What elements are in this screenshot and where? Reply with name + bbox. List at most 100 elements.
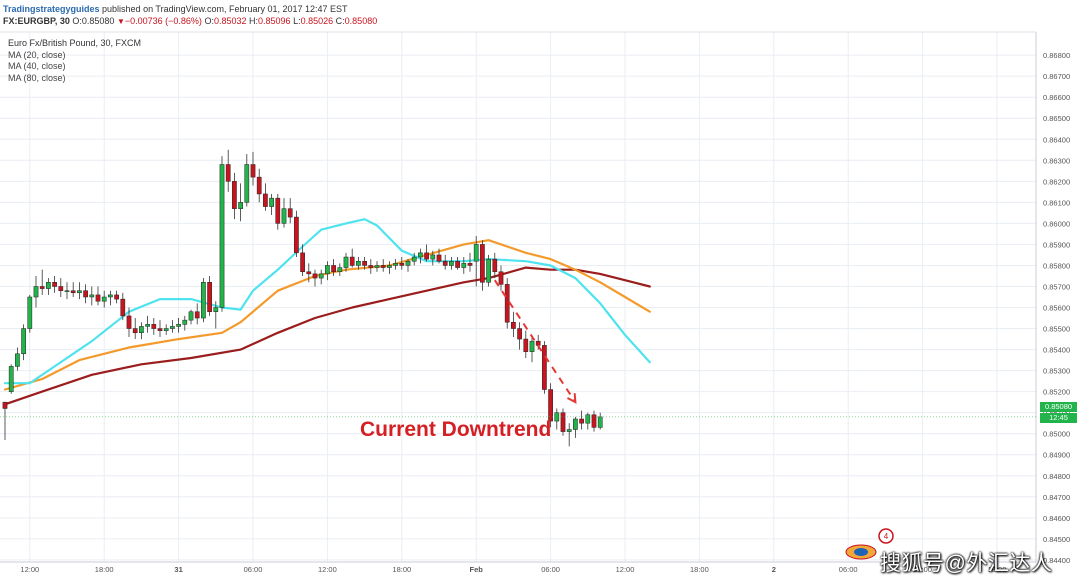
candle-body: [467, 263, 473, 266]
watermark-text: 搜狐号@外汇达人: [880, 552, 1053, 575]
y-tick-label: 0.85500: [1043, 325, 1070, 334]
candle-body: [486, 258, 491, 283]
x-tick-label: 18:00: [988, 565, 1007, 574]
candle-body: [300, 252, 305, 273]
candle-body: [201, 282, 206, 319]
x-tick-label: 06:00: [541, 565, 560, 574]
candle-body: [213, 307, 219, 312]
y-tick-label: 0.85000: [1043, 430, 1070, 439]
candle-body: [591, 414, 597, 428]
countdown-badge: 12:45: [1040, 413, 1077, 423]
candle-body: [89, 294, 95, 298]
y-tick-label: 0.85300: [1043, 367, 1070, 376]
candle-body: [132, 328, 138, 334]
candle-body: [368, 265, 374, 268]
candle-body: [480, 244, 485, 283]
candle-body: [15, 353, 20, 367]
candle-body: [194, 311, 200, 319]
x-tick-label: 18:00: [690, 565, 709, 574]
y-tick-label: 0.85200: [1043, 388, 1070, 397]
quote-line: FX:EURGBP, 30 O:0.85080 ▼−0.00736 (−0.86…: [3, 16, 377, 26]
candle-body: [560, 412, 566, 432]
candle-body: [281, 208, 287, 224]
y-tick-label: 0.85800: [1043, 261, 1070, 270]
candle-body: [523, 338, 529, 352]
downtrend-arrow-head-icon: [566, 393, 577, 404]
candles: [2, 149, 603, 447]
y-tick-label: 0.85400: [1043, 346, 1070, 355]
candle-body: [238, 202, 243, 209]
candle-body: [498, 271, 504, 285]
ma40-line: [3, 239, 651, 391]
candle-body: [269, 197, 274, 207]
downtrend-annotation: Current Downtrend: [360, 418, 552, 441]
candle-body: [529, 340, 535, 352]
candle-body: [275, 197, 281, 224]
candle-body: [356, 260, 361, 266]
candle-body: [157, 328, 163, 331]
candle-body: [449, 260, 454, 266]
candle-body: [535, 340, 541, 346]
legend-ma40[interactable]: MA (40, close): [8, 61, 66, 71]
candle-body: [436, 254, 442, 262]
y-tick-label: 0.84700: [1043, 493, 1070, 502]
legend-ma20[interactable]: MA (20, close): [8, 49, 66, 60]
x-tick-label: 12:00: [616, 565, 635, 574]
close-value: 0.85080: [344, 16, 378, 26]
candle-body: [504, 284, 510, 323]
symbol-label: FX:EURGBP, 30: [3, 16, 70, 26]
high-value: 0.85096: [258, 16, 291, 26]
publisher-brand[interactable]: Tradingstrategyguides: [3, 4, 100, 14]
y-tick-label: 0.86300: [1043, 156, 1070, 165]
close-label: C:: [335, 16, 345, 26]
y-tick-label: 0.86200: [1043, 177, 1070, 186]
candle-body: [39, 286, 45, 289]
candle-body: [517, 328, 522, 340]
down-arrow-icon: ▼: [116, 17, 125, 26]
candle-body: [424, 252, 429, 260]
candle-body: [8, 366, 14, 392]
candle-body: [343, 256, 349, 268]
candle-body: [219, 164, 225, 308]
candle-body: [101, 296, 107, 302]
last-price: 0.85080: [81, 16, 115, 26]
ohlc-o-label: O:: [72, 16, 82, 26]
candle-body: [225, 164, 231, 182]
published-text: published on TradingView.com, February 0…: [99, 4, 348, 14]
candle-body: [77, 290, 82, 294]
x-tick-label: 12:00: [318, 565, 337, 574]
y-tick-label: 0.85900: [1043, 240, 1070, 249]
candle-body: [430, 254, 436, 260]
current-price-badge: 0.85080: [1040, 402, 1077, 412]
candle-body: [331, 265, 336, 273]
candle-body: [337, 267, 343, 273]
candle-body: [380, 265, 386, 268]
y-tick-label: 0.84800: [1043, 472, 1070, 481]
candle-body: [399, 263, 405, 266]
candle-body: [405, 260, 411, 266]
downtrend-arrow-line: [493, 279, 577, 403]
candle-body: [58, 286, 64, 291]
y-tick-label: 0.86600: [1043, 93, 1070, 102]
candle-body: [418, 252, 423, 258]
x-tick-label: 12:00: [20, 565, 39, 574]
candle-body: [566, 429, 572, 432]
candle-body: [312, 273, 318, 279]
publisher-line: Tradingstrategyguides published on Tradi…: [3, 4, 348, 14]
candle-body: [455, 260, 460, 268]
candle-body: [27, 296, 33, 329]
candle-body: [232, 181, 237, 209]
annotation-layer: [493, 279, 577, 404]
legend-ma80[interactable]: MA (80, close): [8, 72, 66, 83]
candle-body: [548, 389, 553, 422]
candle-body: [33, 286, 39, 298]
candle-body: [244, 164, 250, 203]
chart-grid: [0, 32, 1036, 562]
y-tick-label: 0.86100: [1043, 198, 1070, 207]
x-tick-label: 12:00: [913, 565, 932, 574]
chart-header: Tradingstrategyguides published on Tradi…: [0, 0, 1080, 30]
candle-body: [126, 315, 132, 329]
axes: 0.86800 0.86700 0.86600 0.86500 0.86400 0.863…: [0, 31, 1070, 574]
y-tick-label: 0.85600: [1043, 304, 1070, 313]
